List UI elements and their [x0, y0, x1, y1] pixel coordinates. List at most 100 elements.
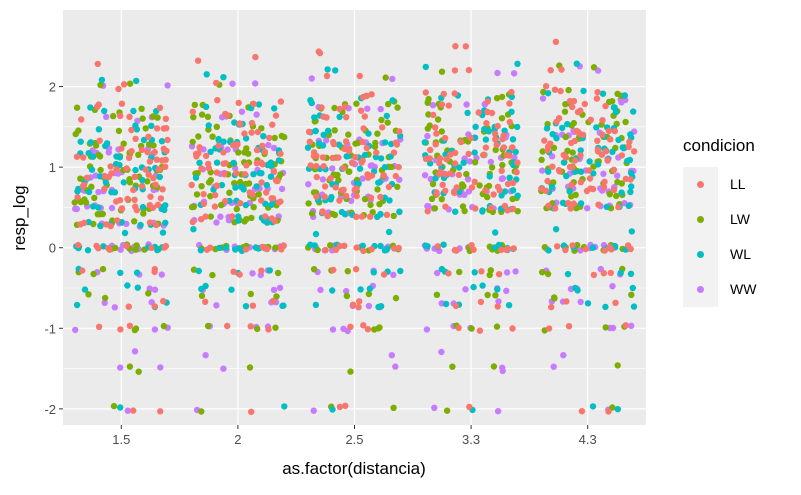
data-point [432, 175, 439, 182]
data-point [610, 166, 618, 173]
data-point [360, 322, 367, 329]
data-point [151, 148, 158, 156]
data-point [550, 363, 557, 370]
data-point [577, 298, 584, 306]
data-point [113, 153, 120, 160]
data-point [382, 74, 389, 81]
data-point [274, 269, 282, 277]
data-point [97, 81, 104, 89]
data-point [96, 211, 104, 218]
data-point [158, 138, 166, 145]
data-point [120, 179, 128, 186]
data-point [630, 148, 638, 155]
data-point [477, 298, 485, 306]
data-point [207, 193, 214, 200]
data-point [336, 105, 343, 113]
data-point [246, 364, 254, 371]
data-point [320, 131, 327, 138]
data-points [71, 38, 638, 415]
data-point [267, 173, 275, 180]
data-point [327, 196, 334, 203]
data-point [159, 186, 166, 193]
data-point [468, 325, 475, 332]
data-point [188, 181, 195, 189]
data-point [218, 201, 225, 209]
data-point [614, 362, 621, 369]
data-point [83, 174, 91, 181]
data-point [562, 133, 569, 141]
data-point [80, 181, 88, 189]
data-point [138, 105, 145, 113]
data-point [222, 197, 229, 205]
data-point [422, 242, 429, 249]
data-point [564, 270, 572, 278]
data-point [438, 68, 446, 75]
data-point [441, 134, 449, 142]
data-point [222, 110, 229, 118]
data-point [377, 193, 384, 201]
data-point [438, 265, 446, 273]
data-point [108, 204, 116, 212]
data-point [272, 324, 279, 331]
data-point [124, 407, 131, 414]
data-point [618, 189, 625, 196]
data-point [157, 195, 165, 202]
data-point [213, 123, 220, 130]
data-point [158, 271, 165, 278]
data-point [460, 183, 467, 190]
data-point [514, 60, 521, 67]
data-point [587, 116, 594, 124]
data-point [145, 171, 152, 178]
data-point [422, 89, 429, 96]
data-point [259, 161, 266, 168]
data-point [312, 127, 319, 135]
y-tick-label: 2 [49, 80, 56, 95]
x-axis: 1.5 2 2.5 3.3 4.3 [112, 425, 597, 447]
legend-title: condicion [683, 136, 755, 155]
data-point [146, 219, 154, 226]
data-point [374, 213, 381, 221]
data-point [188, 203, 196, 211]
data-point [324, 66, 331, 73]
data-point [115, 85, 122, 93]
data-point [228, 213, 236, 220]
data-point [220, 149, 227, 156]
data-point [196, 159, 203, 166]
data-point [514, 192, 521, 199]
x-tick-label: 3.3 [462, 432, 480, 447]
data-point [600, 170, 607, 177]
data-point [153, 156, 160, 163]
data-point [594, 137, 601, 144]
data-point [452, 208, 459, 215]
data-point [424, 132, 431, 140]
data-point [213, 219, 220, 226]
x-tick-label: 4.3 [579, 432, 597, 447]
data-point [305, 128, 313, 135]
data-point [233, 205, 240, 213]
data-point [135, 368, 142, 375]
data-point [353, 192, 360, 200]
data-point [241, 218, 248, 225]
data-point [462, 286, 469, 293]
data-point [203, 71, 210, 78]
data-point [250, 171, 257, 178]
data-point [472, 205, 479, 212]
data-point [501, 202, 509, 210]
data-point [218, 181, 226, 189]
data-point [319, 154, 327, 161]
data-point [78, 116, 85, 123]
data-point [577, 152, 584, 159]
data-point [313, 193, 320, 200]
data-point [342, 192, 350, 200]
data-point [381, 139, 389, 146]
data-point [466, 403, 473, 411]
data-point [361, 151, 369, 159]
data-point [383, 112, 390, 120]
data-point [304, 144, 312, 151]
data-point [128, 148, 135, 155]
data-point [470, 246, 477, 253]
data-point [152, 181, 159, 188]
data-point [466, 158, 474, 165]
data-point [235, 245, 243, 252]
data-point [550, 144, 558, 151]
